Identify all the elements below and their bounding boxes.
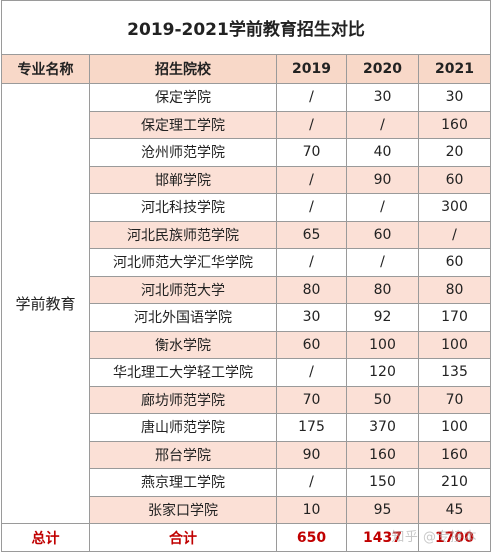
value-2021-cell: 210	[417, 468, 491, 497]
school-cell: 保定学院	[89, 83, 277, 112]
value-2019-cell: 90	[276, 440, 347, 469]
value-2021-cell: 100	[417, 330, 491, 359]
value-2019-cell: 60	[276, 330, 347, 359]
school-cell: 邯郸学院	[89, 165, 277, 194]
table-row: 唐山师范学院 175 370 100	[2, 413, 491, 442]
table-row: 衡水学院 60 100 100	[2, 330, 491, 359]
value-2021-cell: 30	[417, 83, 491, 112]
total-row: 总计 合计 650 1437 1700	[1, 523, 491, 552]
value-2019-cell: /	[276, 110, 347, 139]
value-2019-cell: 65	[276, 220, 347, 249]
school-cell: 廊坊师范学院	[89, 385, 277, 414]
value-2021-cell: 135	[417, 358, 491, 387]
table-row: 保定理工学院 //160	[2, 110, 491, 139]
value-2020-cell: /	[346, 110, 419, 139]
school-cell: 河北民族师范学院	[89, 220, 277, 249]
school-cell: 河北科技学院	[89, 193, 277, 222]
value-2019-cell: 30	[276, 303, 347, 332]
value-2020-cell: 160	[346, 440, 419, 469]
value-2021-cell: 80	[417, 275, 491, 304]
value-2021-cell: 160	[417, 440, 491, 469]
value-2020-cell: 90	[346, 165, 419, 194]
value-2020-cell: 120	[346, 358, 419, 387]
value-2020-cell: 40	[346, 138, 419, 167]
value-2019-cell: 80	[276, 275, 347, 304]
value-2021-cell: 170	[417, 303, 491, 332]
value-2019-cell: 10	[276, 495, 347, 524]
value-2021-cell: /	[417, 220, 491, 249]
table-row: 学前教育 保定学院/30 30	[1, 83, 491, 524]
header-2020: 2020	[346, 54, 419, 84]
value-2021-cell: 300	[417, 193, 491, 222]
value-2019-cell: /	[276, 193, 347, 222]
value-2020-cell: /	[346, 248, 419, 277]
school-cell: 燕京理工学院	[89, 468, 277, 497]
school-cell: 邢台学院	[89, 440, 277, 469]
value-2020-cell: 150	[346, 468, 419, 497]
header-2021: 2021	[417, 54, 491, 84]
table-row: 廊坊师范学院 70 50 70	[2, 385, 491, 414]
value-2019-cell: 70	[276, 385, 347, 414]
school-cell: 河北师范大学	[89, 275, 277, 304]
table-row: 河北师范大学汇华学院 //60	[2, 248, 491, 277]
school-cell: 华北理工大学轻工学院	[89, 358, 277, 387]
value-2021-cell: 70	[417, 385, 491, 414]
header-2019: 2019	[276, 54, 347, 84]
major-name-cell: 学前教育	[1, 83, 90, 524]
value-2020-cell: 30	[346, 83, 419, 112]
school-cell: 河北外国语学院	[89, 303, 277, 332]
total-2020: 1437	[346, 523, 419, 552]
value-2021-cell: 160	[417, 110, 491, 139]
table-row: 河北外国语学院 30 92 170	[2, 303, 491, 332]
value-2020-cell: 370	[346, 413, 419, 442]
table-row: 沧州师范学院 70 40 20	[2, 138, 491, 167]
value-2019-cell: 175	[276, 413, 347, 442]
school-cell: 沧州师范学院	[89, 138, 277, 167]
value-2020-cell: 92	[346, 303, 419, 332]
value-2021-cell: 60	[417, 248, 491, 277]
value-2021-cell: 60	[417, 165, 491, 194]
value-2019-cell: /	[276, 248, 347, 277]
value-2020-cell: 100	[346, 330, 419, 359]
value-2020-cell: 80	[346, 275, 419, 304]
value-2019-cell: 70	[276, 138, 347, 167]
value-2020-cell: /	[346, 193, 419, 222]
value-2021-cell: 100	[417, 413, 491, 442]
value-2019-cell: /	[276, 358, 347, 387]
table-row: 河北科技学院 //300	[2, 193, 491, 222]
value-2020-cell: 50	[346, 385, 419, 414]
table-row: 河北民族师范学院 65 60/	[2, 220, 491, 249]
value-2019-cell: /	[276, 83, 347, 112]
value-2019-cell: /	[276, 165, 347, 194]
header-school: 招生院校	[89, 54, 277, 84]
table-row: 华北理工大学轻工学院/120 135	[2, 358, 491, 387]
school-cell: 衡水学院	[89, 330, 277, 359]
header-major: 专业名称	[1, 54, 90, 84]
school-cell: 河北师范大学汇华学院	[89, 248, 277, 277]
school-cell: 保定理工学院	[89, 110, 277, 139]
total-school-label: 合计	[89, 523, 277, 552]
header-row: 专业名称 招生院校 2019 2020 2021	[1, 54, 491, 84]
total-label: 总计	[1, 523, 90, 552]
table-row: 邯郸学院/90 60	[2, 165, 491, 194]
table-title: 2019-2021学前教育招生对比	[0, 0, 491, 55]
value-2019-cell: /	[276, 468, 347, 497]
total-2019: 650	[276, 523, 347, 552]
value-2020-cell: 95	[346, 495, 419, 524]
value-2021-cell: 45	[417, 495, 491, 524]
table-row: 邢台学院 90 160 160	[2, 440, 491, 469]
school-cell: 张家口学院	[89, 495, 277, 524]
table-row: 张家口学院 10 95 45	[2, 495, 491, 524]
school-cell: 唐山师范学院	[89, 413, 277, 442]
total-2021: 1700	[417, 523, 491, 552]
value-2021-cell: 20	[417, 138, 491, 167]
table-row: 河北师范大学 80 80 80	[2, 275, 491, 304]
value-2020-cell: 60	[346, 220, 419, 249]
table-row: 燕京理工学院/150 210	[2, 468, 491, 497]
